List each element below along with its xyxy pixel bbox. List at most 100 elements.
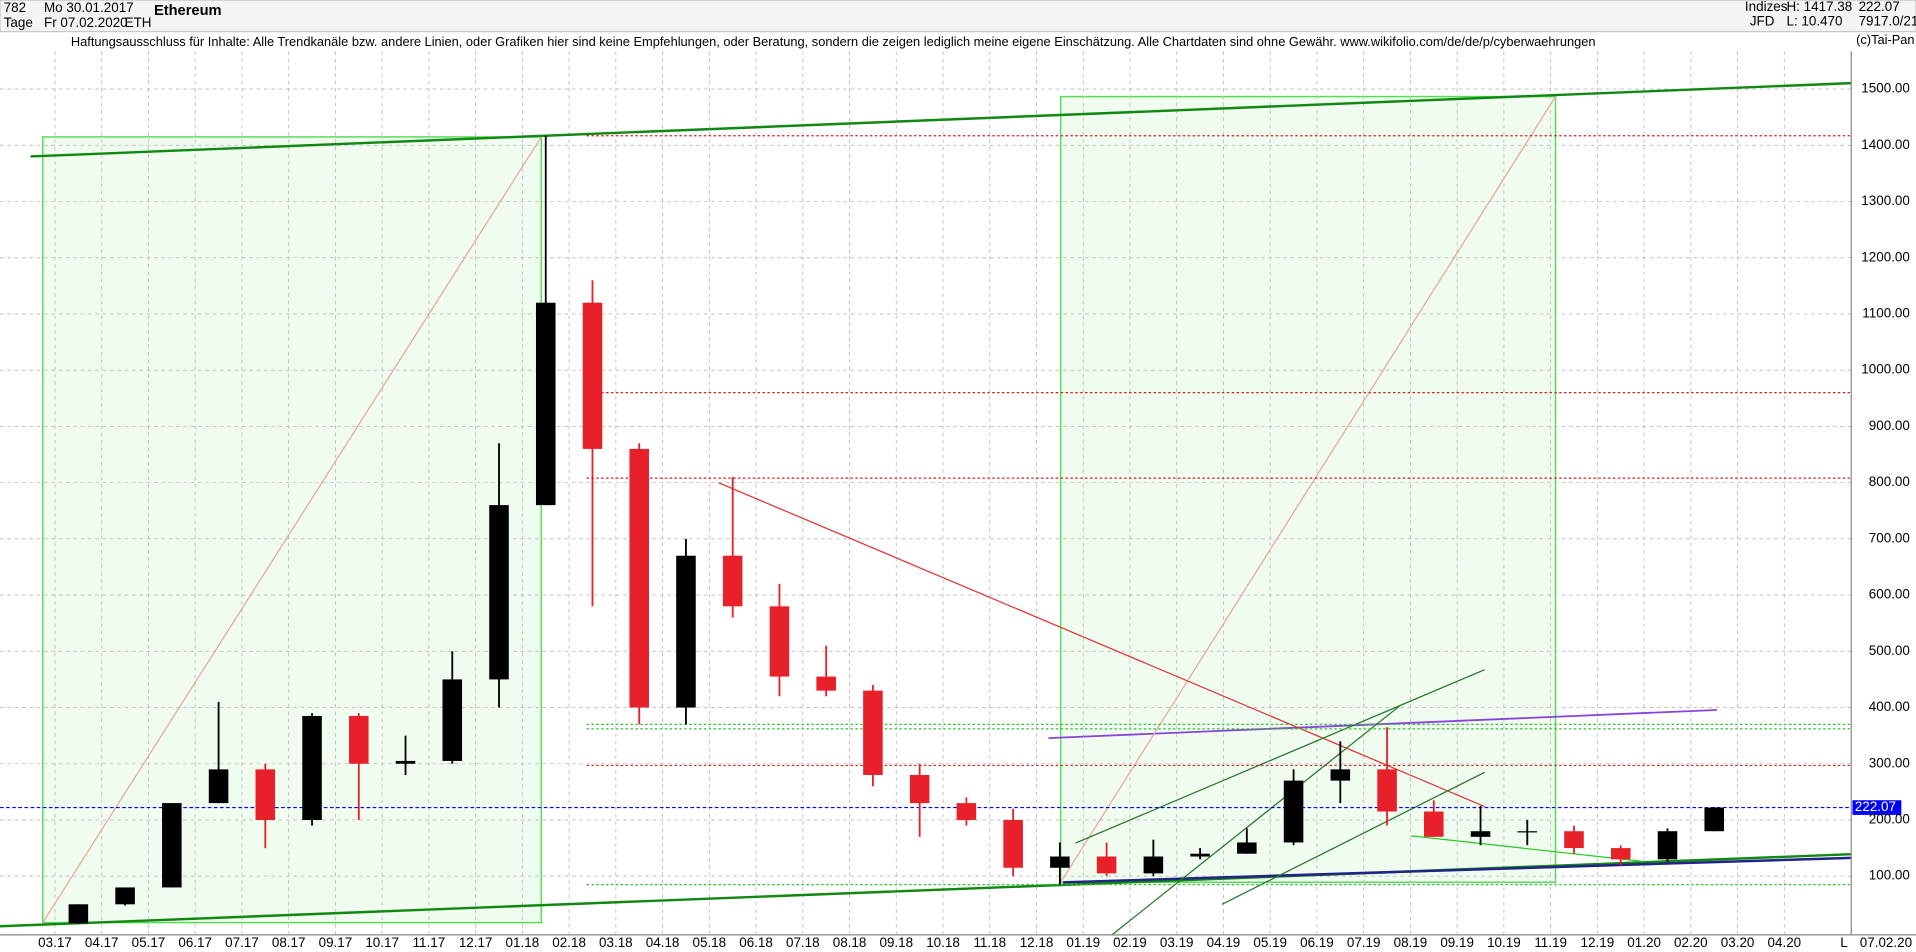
trendline bbox=[1411, 835, 1644, 863]
trendline bbox=[1048, 709, 1717, 740]
candle-body bbox=[1470, 831, 1491, 837]
x-tick-label: 04.17 bbox=[85, 935, 119, 950]
candle-body bbox=[1237, 842, 1257, 854]
x-tick-label: 11.17 bbox=[413, 935, 446, 950]
last-price-box bbox=[1852, 800, 1902, 815]
candle-body bbox=[1610, 848, 1631, 860]
symbol: ETH bbox=[125, 15, 152, 30]
trendline bbox=[42, 136, 542, 923]
x-tick-label: 07.18 bbox=[786, 935, 820, 950]
x-tick-label: 03.17 bbox=[38, 935, 72, 950]
trendline bbox=[1075, 669, 1485, 844]
disclaimer: Haftungsausschluss für Inhalte: Alle Tre… bbox=[71, 34, 1596, 49]
end-date[interactable]: Fr 07.02.2020 bbox=[44, 15, 128, 30]
x-tick-label: 09.17 bbox=[319, 935, 353, 950]
x-tick-label: 06.17 bbox=[178, 935, 212, 950]
candle-body bbox=[909, 774, 930, 804]
x-tick-label: 06.18 bbox=[739, 935, 773, 950]
trendline bbox=[30, 81, 1852, 158]
candle-body bbox=[1003, 819, 1023, 868]
candle-body bbox=[395, 760, 416, 764]
x-tick-label: 03.20 bbox=[1721, 935, 1755, 950]
high-value: H: 1417.38 bbox=[1786, 0, 1852, 14]
x-tick-label: 12.17 bbox=[459, 935, 493, 950]
x-tick-label: 05.19 bbox=[1253, 935, 1287, 950]
x-tick-label: 02.18 bbox=[552, 935, 586, 950]
y-tick-label: 1200.00 bbox=[1861, 249, 1910, 264]
x-tick-label: 10.18 bbox=[926, 935, 960, 950]
last-price-label: 222.07 bbox=[1855, 799, 1896, 814]
candle-body bbox=[442, 679, 463, 761]
chart-title: Ethereum bbox=[154, 3, 222, 19]
x-tick-label: 11.18 bbox=[973, 935, 1006, 950]
candle-body bbox=[1143, 856, 1164, 874]
candle-body bbox=[676, 555, 696, 708]
candle-body bbox=[68, 904, 89, 924]
y-tick-label: 700.00 bbox=[1869, 530, 1910, 545]
y-tick-label: 1000.00 bbox=[1861, 362, 1910, 377]
x-tick-label: 03.19 bbox=[1160, 935, 1194, 950]
y-tick-label: 600.00 bbox=[1869, 587, 1910, 602]
candle-body bbox=[115, 887, 135, 905]
x-tick-label: 07.19 bbox=[1347, 935, 1381, 950]
y-tick-label: 500.00 bbox=[1869, 643, 1910, 658]
candle-body bbox=[489, 505, 509, 680]
x-tick-label: 04.20 bbox=[1768, 935, 1802, 950]
y-tick-label: 400.00 bbox=[1869, 699, 1910, 714]
x-tick-label: 07.17 bbox=[225, 935, 259, 950]
candle-body bbox=[1096, 856, 1117, 874]
y-tick-label: 1400.00 bbox=[1861, 137, 1910, 152]
y-tick-label: 1300.00 bbox=[1861, 193, 1910, 208]
low-value: L: 10.470 bbox=[1786, 14, 1842, 29]
group: Indizes bbox=[1745, 0, 1788, 14]
x-tick-label: 01.18 bbox=[506, 935, 540, 950]
y-tick-label: 100.00 bbox=[1869, 868, 1910, 883]
y-tick-label: 1100.00 bbox=[1862, 305, 1910, 320]
copyright: (c)Tai-Pan bbox=[1856, 32, 1914, 47]
trendline bbox=[1063, 856, 1852, 884]
period: 782 bbox=[4, 0, 26, 15]
scale-mode[interactable]: L bbox=[1840, 935, 1848, 950]
candle-body bbox=[302, 715, 322, 820]
x-tick-label: 04.18 bbox=[646, 935, 680, 950]
candle-body bbox=[1564, 831, 1584, 849]
candle-body bbox=[863, 690, 883, 775]
candle-body bbox=[1517, 831, 1538, 833]
x-tick-label: 08.17 bbox=[272, 935, 306, 950]
x-tick-label: 04.19 bbox=[1207, 935, 1241, 950]
x-tick-label: 08.19 bbox=[1394, 935, 1428, 950]
candle-body bbox=[349, 715, 369, 764]
x-tick-label: 09.19 bbox=[1440, 935, 1474, 950]
x-tick-label: 02.20 bbox=[1674, 935, 1708, 950]
header-bar bbox=[0, 0, 1916, 33]
x-tick-label: 06.19 bbox=[1300, 935, 1334, 950]
candle-body bbox=[1377, 769, 1397, 812]
x-tick-label: 01.20 bbox=[1627, 935, 1661, 950]
last-value: 222.07 bbox=[1859, 0, 1900, 14]
ref: 7917.0/21 bbox=[1859, 14, 1916, 29]
candle-body bbox=[1050, 856, 1070, 868]
candle-body bbox=[1424, 811, 1444, 837]
candle-body bbox=[1704, 807, 1725, 832]
unit[interactable]: Tage bbox=[4, 15, 33, 30]
x-tick-label: 08.18 bbox=[833, 935, 867, 950]
candle-body bbox=[582, 302, 603, 449]
trendline bbox=[718, 482, 1485, 808]
candle-body bbox=[1657, 831, 1678, 860]
candle-body bbox=[816, 676, 836, 691]
x-tick-label: 03.18 bbox=[599, 935, 633, 950]
candle-body bbox=[722, 555, 743, 607]
plot-area bbox=[0, 51, 1902, 936]
candle-body bbox=[1283, 780, 1304, 843]
x-tick-label: 01.19 bbox=[1066, 935, 1100, 950]
x-tick-label: 02.19 bbox=[1113, 935, 1147, 950]
source: JFD bbox=[1750, 14, 1775, 29]
start-date[interactable]: Mo 30.01.2017 bbox=[44, 0, 134, 15]
x-tick-label: 12.19 bbox=[1581, 935, 1615, 950]
x-tick-label: 11.19 bbox=[1534, 935, 1567, 950]
x-tick-label: 10.19 bbox=[1487, 935, 1521, 950]
x-tick-label: 12.18 bbox=[1020, 935, 1054, 950]
x-tick-label: 05.17 bbox=[132, 935, 166, 950]
